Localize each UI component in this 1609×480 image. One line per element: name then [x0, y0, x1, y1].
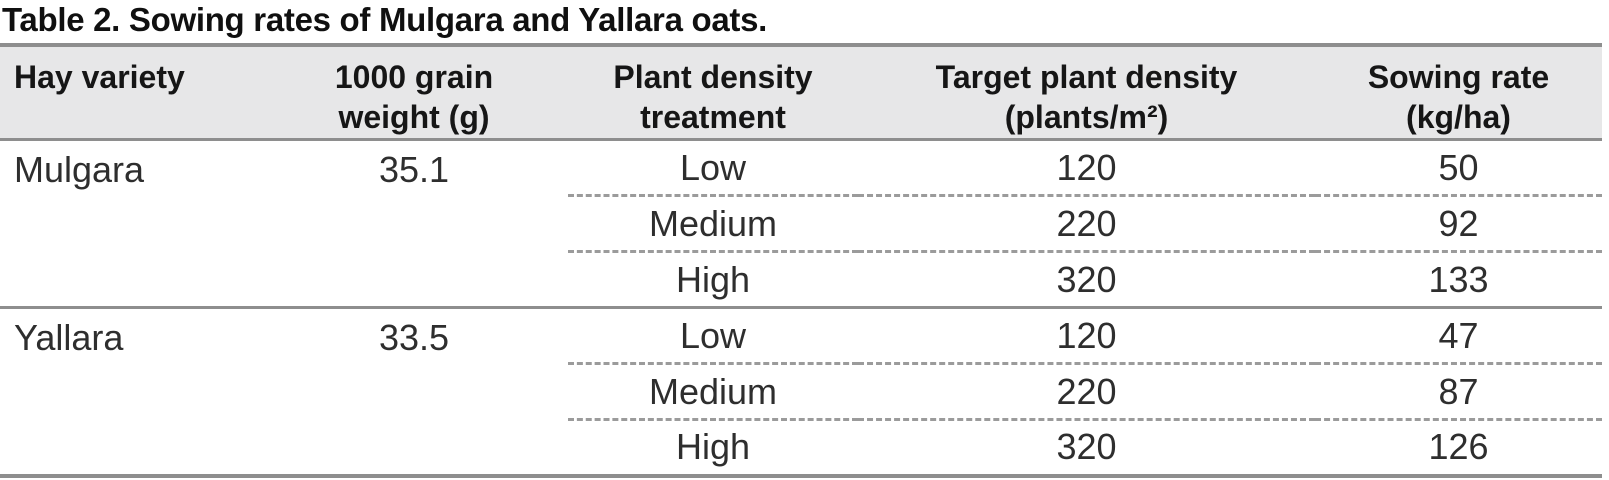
cell-treatment: Low — [679, 146, 747, 188]
cell-treatment: Medium — [568, 194, 858, 252]
cell-target-density: 320 — [858, 418, 1315, 476]
header-line: weight (g) — [338, 99, 490, 135]
cell-sowing-rate: 50 — [1438, 146, 1479, 188]
table-row-yallara-low: Yallara 33.5 Low 120 47 — [0, 306, 1602, 476]
cell-grain-weight-yallara: 33.5 — [260, 306, 568, 476]
header-row: Hay variety 1000 grain weight (g) Plant … — [0, 43, 1602, 141]
table-caption: Table 2. Sowing rates of Mulgara and Yal… — [2, 1, 768, 38]
table-row-mulgara-high: High 320 133 — [0, 250, 1602, 308]
header-line: (kg/ha) — [1406, 99, 1511, 135]
table-row-yallara-medium: Medium 220 87 — [0, 362, 1602, 420]
cell-target-density: 120 — [858, 306, 1315, 364]
sowing-rates-table: Hay variety 1000 grain weight (g) Plant … — [0, 43, 1602, 478]
header-line: treatment — [640, 99, 786, 135]
cell-target-density: 120 — [1056, 146, 1117, 188]
cell-grain-weight-mulgara: 35.1 — [378, 149, 450, 190]
table-row-yallara-high: High 320 126 — [0, 418, 1602, 476]
cell-sowing-rate: 47 — [1315, 306, 1602, 364]
cell-target-density: 320 — [858, 250, 1315, 308]
header-target-plant-density: Target plant density (plants/m²) — [858, 43, 1315, 141]
cell-treatment: High — [568, 418, 858, 476]
header-line: Sowing rate — [1367, 59, 1550, 95]
header-line: Hay variety — [14, 59, 185, 95]
header-sowing-rate: Sowing rate (kg/ha) — [1315, 43, 1602, 141]
cell-treatment: Medium — [568, 362, 858, 420]
header-line: 1000 grain — [334, 59, 494, 95]
cell-sowing-rate: 92 — [1315, 194, 1602, 252]
header-line: Plant density — [613, 59, 813, 95]
cell-target-density: 220 — [858, 362, 1315, 420]
cell-sowing-rate: 87 — [1315, 362, 1602, 420]
header-grain-weight: 1000 grain weight (g) — [260, 43, 568, 141]
cell-treatment: Low — [568, 306, 858, 364]
cell-treatment: High — [568, 250, 858, 308]
header-line: Target plant density — [935, 59, 1238, 95]
header-hay-variety: Hay variety — [0, 43, 260, 141]
cell-sowing-rate: 133 — [1315, 250, 1602, 308]
table-row-mulgara-low: Mulgara 35.1 Low 120 50 — [0, 140, 1602, 196]
table-row-mulgara-medium: Medium 220 92 — [0, 194, 1602, 252]
cell-variety-mulgara: Mulgara — [14, 149, 145, 190]
cell-sowing-rate: 126 — [1315, 418, 1602, 476]
cell-variety-yallara: Yallara — [0, 306, 260, 476]
header-line: (plants/m²) — [1004, 99, 1169, 135]
cell-target-density: 220 — [858, 194, 1315, 252]
header-plant-density-treatment: Plant density treatment — [568, 43, 858, 141]
